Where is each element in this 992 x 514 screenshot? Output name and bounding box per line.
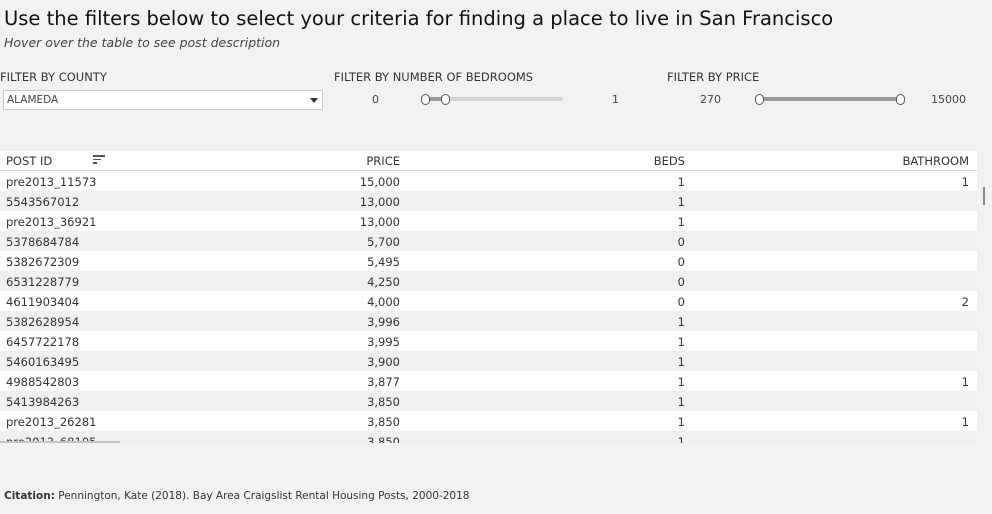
citation: Citation: Pennington, Kate (2018). Bay A… [4,490,469,502]
cell-post-id: 5460163495 [6,355,80,369]
price-max-value: 15000 [931,93,966,106]
cell-price: 13,000 [359,195,400,209]
column-header-bathroom[interactable]: BATHROOM [902,154,969,168]
table-row[interactable]: 5543567012 13,000 1 [0,191,977,211]
listings-table[interactable]: POST ID PRICE BEDS BATHROOM pre2013_1157… [0,151,977,443]
cell-beds: 1 [677,175,685,189]
cell-price: 3,996 [367,315,400,329]
cell-post-id: pre2013_68105 [6,435,97,443]
cell-beds: 0 [677,295,685,309]
cell-post-id: 4611903404 [6,295,80,309]
cell-price: 5,495 [367,255,400,269]
citation-text: Pennington, Kate (2018). Bay Area Craigs… [58,490,470,502]
table-row[interactable]: 4611903404 4,000 0 2 [0,291,977,311]
cell-price: 4,000 [367,295,400,309]
horizontal-scrollbar[interactable] [0,441,120,443]
bedrooms-slider-track[interactable] [423,97,563,101]
price-min-value: 270 [700,93,721,106]
bedrooms-filter-label: FILTER BY NUMBER OF BEDROOMS [334,70,534,84]
table-row[interactable]: pre2013_26281 3,850 1 1 [0,411,977,431]
citation-label: Citation: [4,490,55,502]
cell-beds: 0 [677,275,685,289]
table-row[interactable]: 5460163495 3,900 1 [0,351,977,371]
cell-post-id: pre2013_11573 [6,175,97,189]
cell-price: 3,900 [367,355,400,369]
cell-bathroom: 2 [961,295,969,309]
cell-price: 4,250 [367,275,400,289]
cell-post-id: pre2013_36921 [6,215,97,229]
cell-beds: 1 [677,315,685,329]
table-row[interactable]: 5382628954 3,996 1 [0,311,977,331]
price-slider-max-handle[interactable] [896,94,905,105]
cell-post-id: 4988542803 [6,375,80,389]
cell-post-id: 5413984263 [6,395,80,409]
cell-post-id: 5543567012 [6,195,80,209]
column-header-beds[interactable]: BEDS [653,154,685,168]
vertical-scrollbar[interactable] [983,187,985,205]
cell-price: 3,850 [367,435,400,443]
cell-post-id: 6531228779 [6,275,80,289]
page-subtitle: Hover over the table to see post descrip… [4,35,281,50]
table-body: pre2013_11573 15,000 1 1 5543567012 13,000 1 pr… [0,171,977,443]
column-header-price[interactable]: PRICE [366,154,400,168]
cell-beds: 1 [677,195,685,209]
column-header-post-id[interactable]: POST ID [6,154,53,168]
cell-beds: 1 [677,355,685,369]
cell-price: 15,000 [359,175,400,189]
county-filter-label: FILTER BY COUNTY [0,70,107,84]
bedrooms-max-value: 1 [612,93,619,106]
cell-beds: 0 [677,255,685,269]
table-row[interactable]: 6531228779 4,250 0 [0,271,977,291]
sort-icon[interactable] [93,155,105,165]
cell-beds: 1 [677,415,685,429]
cell-beds: 1 [677,375,685,389]
cell-price: 5,700 [367,235,400,249]
cell-beds: 0 [677,235,685,249]
price-slider-range[interactable] [758,97,904,101]
cell-price: 3,850 [367,395,400,409]
table-row[interactable]: 5378684784 5,700 0 [0,231,977,251]
bedrooms-slider-range [425,97,445,101]
cell-bathroom: 1 [961,415,969,429]
table-row[interactable]: 4988542803 3,877 1 1 [0,371,977,391]
table-header: POST ID PRICE BEDS BATHROOM [0,151,977,171]
cell-post-id: 5378684784 [6,235,80,249]
county-dropdown[interactable]: ALAMEDA [3,90,323,110]
chevron-down-icon[interactable] [310,98,318,103]
cell-bathroom: 1 [961,175,969,189]
cell-beds: 1 [677,395,685,409]
table-row[interactable]: pre2013_36921 13,000 1 [0,211,977,231]
table-row[interactable]: pre2013_68105 3,850 1 [0,431,977,443]
bedrooms-slider-min-handle[interactable] [421,94,430,105]
county-dropdown-value: ALAMEDA [7,94,59,106]
cell-post-id: pre2013_26281 [6,415,97,429]
price-filter-label: FILTER BY PRICE [667,70,760,84]
page-title: Use the filters below to select your cri… [4,7,834,30]
cell-price: 3,850 [367,415,400,429]
cell-bathroom: 1 [961,375,969,389]
cell-price: 3,877 [367,375,400,389]
price-slider-min-handle[interactable] [755,94,764,105]
cell-price: 13,000 [359,215,400,229]
cell-beds: 1 [677,335,685,349]
bedrooms-slider-max-handle[interactable] [441,94,450,105]
cell-beds: 1 [677,215,685,229]
cell-price: 3,995 [367,335,400,349]
cell-beds: 1 [677,435,685,443]
table-row[interactable]: pre2013_11573 15,000 1 1 [0,171,977,191]
bedrooms-min-value: 0 [372,93,379,106]
table-row[interactable]: 6457722178 3,995 1 [0,331,977,351]
table-row[interactable]: 5382672309 5,495 0 [0,251,977,271]
cell-post-id: 5382628954 [6,315,80,329]
cell-post-id: 6457722178 [6,335,80,349]
table-row[interactable]: 5413984263 3,850 1 [0,391,977,411]
cell-post-id: 5382672309 [6,255,80,269]
